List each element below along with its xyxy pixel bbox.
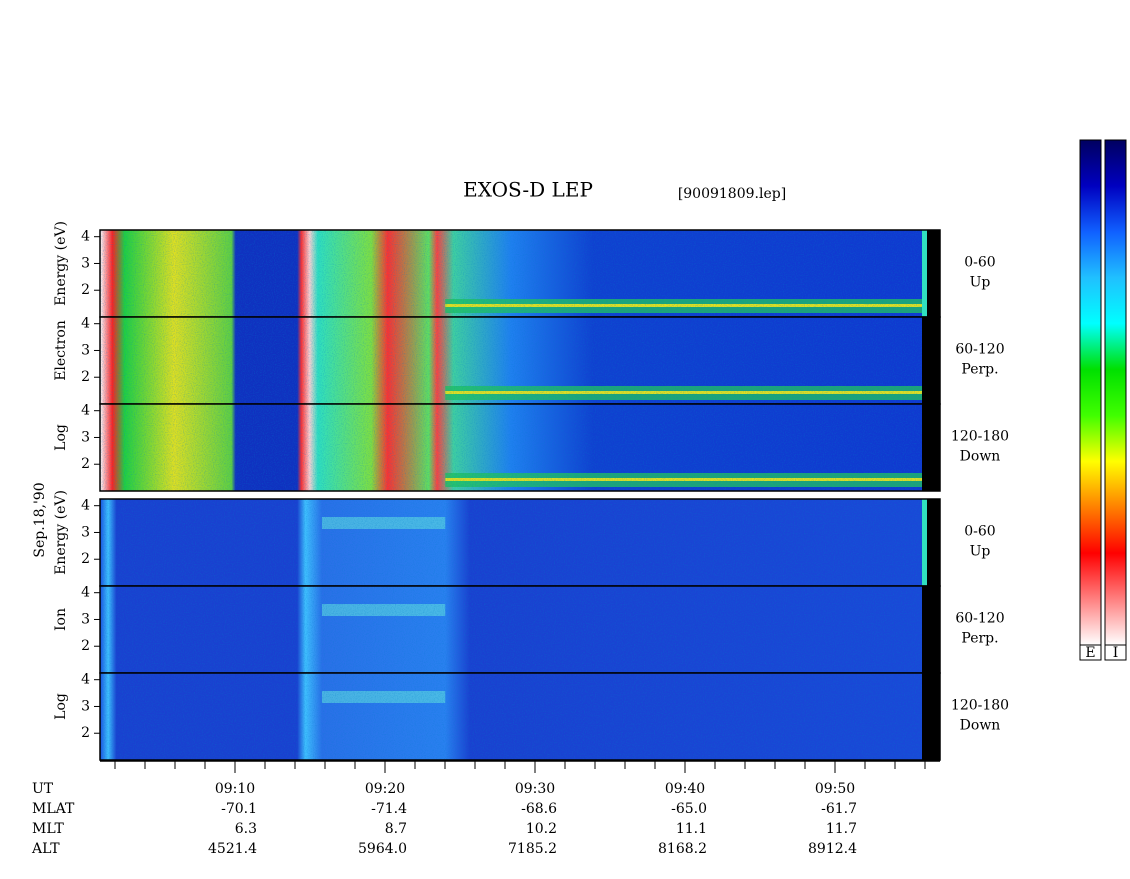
y-tick-label: 3 [81, 698, 90, 714]
file-name: [90091809.lep] [678, 186, 786, 202]
panel-label: 60-120 [955, 611, 1004, 627]
panel-frame [99, 403, 941, 492]
y-tick-label: 4 [81, 229, 90, 245]
spectrogram-noise [100, 586, 922, 673]
y-tick-label: 4 [81, 585, 90, 601]
orbit-value: -70.1 [221, 801, 257, 817]
panel-label: Down [960, 449, 1001, 465]
row-label: UT [32, 781, 54, 797]
spectrogram-noise [100, 317, 922, 404]
spectrogram-noise [100, 404, 922, 491]
x-tick-label: 09:20 [365, 781, 405, 797]
color-bar-label: I [1113, 645, 1119, 661]
panel-label: 120-180 [951, 429, 1009, 445]
title: EXOS-D LEP [463, 178, 593, 202]
color-bar-label-box [1079, 644, 1102, 661]
y-axis-label: Energy (eV) [53, 490, 69, 575]
y-tick-label: 3 [81, 429, 90, 445]
y-axis-label: Energy (eV) [53, 221, 69, 306]
y-tick-label: 3 [81, 255, 90, 271]
no-data-strip [922, 586, 940, 673]
panel-label: Up [970, 544, 991, 560]
orbit-value: 7185.2 [508, 841, 557, 857]
panel-label: 0-60 [964, 255, 995, 271]
no-data-strip [922, 317, 940, 404]
panel-frame [99, 672, 941, 761]
orbit-value: 11.1 [676, 821, 707, 837]
panel-label: 0-60 [964, 524, 995, 540]
orbit-value: -68.6 [521, 801, 557, 817]
y-tick-label: 2 [81, 551, 90, 567]
panel-label: 60-120 [955, 342, 1004, 358]
orbit-value: 8912.4 [808, 841, 857, 857]
y-tick-label: 2 [81, 282, 90, 298]
y-tick-label: 4 [81, 498, 90, 514]
y-tick-label: 4 [81, 672, 90, 688]
y-tick-label: 4 [81, 403, 90, 419]
panel-label: Down [960, 718, 1001, 734]
y-tick-label: 3 [81, 342, 90, 358]
orbit-value: -65.0 [671, 801, 707, 817]
y-tick-label: 4 [81, 316, 90, 332]
color-bar-label: E [1085, 645, 1095, 661]
x-tick-label: 09:30 [515, 781, 555, 797]
y-tick-label: 2 [81, 638, 90, 654]
no-data-strip [922, 673, 940, 760]
row-label: MLT [32, 821, 64, 837]
x-tick-label: 09:10 [215, 781, 255, 797]
y-tick-label: 2 [81, 456, 90, 472]
orbit-value: 10.2 [526, 821, 557, 837]
orbit-value: 4521.4 [208, 841, 257, 857]
orbit-value: 8168.2 [658, 841, 707, 857]
y-axis-label: Ion [53, 608, 69, 631]
no-data-strip [922, 404, 940, 491]
orbit-value: 6.3 [235, 821, 257, 837]
orbit-value: -71.4 [371, 801, 407, 817]
x-tick-label: 09:50 [815, 781, 855, 797]
color-bar-label-box [1104, 644, 1127, 661]
spectrogram-noise [100, 499, 922, 586]
row-label: ALT [31, 841, 60, 857]
panel-label: Up [970, 275, 991, 291]
orbit-value: 5964.0 [358, 841, 407, 857]
x-tick-label: 09:40 [665, 781, 705, 797]
panel-label: 120-180 [951, 698, 1009, 714]
edge-strip [922, 230, 927, 317]
edge-strip [922, 499, 927, 586]
y-tick-label: 2 [81, 369, 90, 385]
spectrogram-noise [100, 673, 922, 760]
orbit-value: -61.7 [821, 801, 857, 817]
orbit-value: 11.7 [826, 821, 857, 837]
date-label: Sep.18,'90 [32, 482, 48, 557]
color-bar [1079, 139, 1102, 646]
panel-label: Perp. [961, 362, 998, 378]
y-tick-label: 3 [81, 524, 90, 540]
color-bar [1104, 139, 1127, 646]
row-label: MLAT [32, 801, 75, 817]
panel-label: Perp. [961, 631, 998, 647]
orbit-value: 8.7 [385, 821, 407, 837]
y-axis-label: Electron [53, 320, 69, 381]
y-tick-label: 2 [81, 725, 90, 741]
y-axis-label: Log [53, 693, 69, 720]
spectrogram-noise [100, 230, 922, 317]
y-axis-label: Log [53, 424, 69, 451]
y-tick-label: 3 [81, 611, 90, 627]
